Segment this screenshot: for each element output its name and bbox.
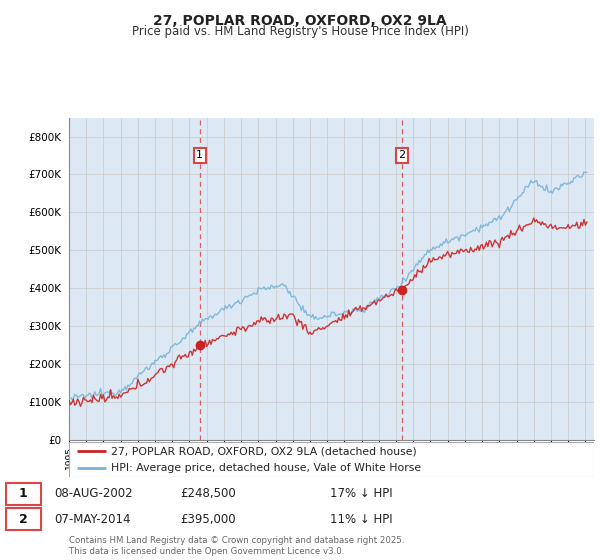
Text: 1: 1 [196,151,203,161]
Text: 17% ↓ HPI: 17% ↓ HPI [330,487,392,501]
Text: 2: 2 [398,151,406,161]
Text: 08-AUG-2002: 08-AUG-2002 [54,487,133,501]
Text: Contains HM Land Registry data © Crown copyright and database right 2025.
This d: Contains HM Land Registry data © Crown c… [69,536,404,556]
Text: £248,500: £248,500 [180,487,236,501]
Text: HPI: Average price, detached house, Vale of White Horse: HPI: Average price, detached house, Vale… [111,464,421,473]
Text: £395,000: £395,000 [180,512,236,526]
Text: 1: 1 [19,487,28,501]
Text: 27, POPLAR ROAD, OXFORD, OX2 9LA: 27, POPLAR ROAD, OXFORD, OX2 9LA [153,14,447,28]
Text: 27, POPLAR ROAD, OXFORD, OX2 9LA (detached house): 27, POPLAR ROAD, OXFORD, OX2 9LA (detach… [111,446,417,456]
Text: 07-MAY-2014: 07-MAY-2014 [54,512,131,526]
Text: 2: 2 [19,512,28,526]
Text: Price paid vs. HM Land Registry's House Price Index (HPI): Price paid vs. HM Land Registry's House … [131,25,469,38]
Text: 11% ↓ HPI: 11% ↓ HPI [330,512,392,526]
